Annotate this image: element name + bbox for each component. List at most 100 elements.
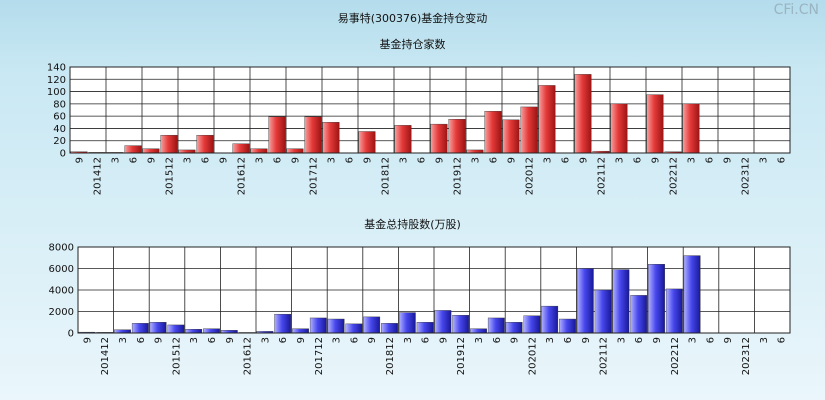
x-tick-label-holdings: 3 <box>471 157 482 163</box>
x-tick-label-holdings: 202012 <box>525 157 536 195</box>
bar-holdings <box>646 94 664 154</box>
bar-holdings <box>322 122 340 154</box>
bar-shares <box>612 269 630 334</box>
x-tick-label-shares: 6 <box>136 337 147 343</box>
bar-shares <box>398 312 416 334</box>
x-tick-label-holdings: 9 <box>651 157 662 163</box>
x-tick-label-shares: 3 <box>189 337 200 343</box>
x-tick-label-holdings: 9 <box>723 157 734 163</box>
x-tick-label-shares: 201912 <box>456 337 467 375</box>
bar-shares <box>470 328 487 334</box>
plot-frame-shares <box>77 246 791 334</box>
bar-shares <box>559 318 576 334</box>
bar-shares <box>594 289 612 334</box>
x-tick-label-shares: 6 <box>278 337 289 343</box>
x-tick-label-shares: 6 <box>705 337 716 343</box>
x-tick-label-shares: 9 <box>652 337 663 343</box>
plot-frame-holdings <box>69 66 791 154</box>
bar-shares <box>576 268 594 334</box>
x-tick-label-holdings: 9 <box>147 157 158 163</box>
x-tick-label-holdings: 9 <box>75 157 86 163</box>
x-tick-label-shares: 201612 <box>243 337 254 375</box>
bar-holdings <box>682 103 700 154</box>
bar-holdings <box>160 134 178 154</box>
x-tick-label-shares: 201712 <box>314 337 325 375</box>
y-tick-label-shares: 8000 <box>49 243 74 254</box>
bar-shares <box>185 329 203 334</box>
x-tick-label-shares: 3 <box>260 337 271 343</box>
x-tick-label-holdings: 6 <box>201 157 212 163</box>
x-tick-label-shares: 9 <box>225 337 236 343</box>
bar-shares <box>167 324 185 334</box>
x-tick-label-holdings: 6 <box>273 157 284 163</box>
bar-shares <box>523 315 541 334</box>
x-tick-label-holdings: 3 <box>615 157 626 163</box>
x-tick-label-shares: 9 <box>510 337 521 343</box>
y-tick-label-holdings: 120 <box>47 75 66 86</box>
x-tick-label-holdings: 6 <box>345 157 356 163</box>
x-tick-label-shares: 3 <box>759 337 770 343</box>
bar-shares <box>345 323 363 334</box>
bar-shares <box>416 322 434 334</box>
bar-shares <box>683 255 701 334</box>
bar-shares <box>363 316 381 334</box>
y-tick-label-shares: 6000 <box>49 264 74 275</box>
bar-holdings <box>358 131 376 154</box>
x-tick-label-shares: 6 <box>492 337 503 343</box>
y-tick-label-holdings: 20 <box>53 136 66 147</box>
bar-shares <box>452 315 470 334</box>
x-tick-label-holdings: 3 <box>111 157 122 163</box>
x-tick-label-holdings: 6 <box>777 157 788 163</box>
x-tick-label-holdings: 3 <box>255 157 266 163</box>
x-tick-label-holdings: 201912 <box>453 157 464 195</box>
bar-shares <box>665 288 683 334</box>
bar-holdings <box>250 148 268 154</box>
x-tick-label-shares: 202012 <box>527 337 538 375</box>
x-tick-label-holdings: 3 <box>687 157 698 163</box>
x-tick-label-shares: 3 <box>545 337 556 343</box>
x-tick-label-shares: 3 <box>118 337 129 343</box>
bar-shares <box>630 295 648 334</box>
bar-holdings <box>232 143 250 154</box>
x-tick-label-shares: 6 <box>207 337 218 343</box>
x-tick-label-shares: 6 <box>634 337 645 343</box>
bar-shares <box>149 322 167 334</box>
y-tick-label-holdings: 40 <box>53 124 66 135</box>
x-tick-label-holdings: 202212 <box>669 157 680 195</box>
bar-shares <box>505 322 523 334</box>
watermark: CFi.CN <box>773 2 819 18</box>
y-tick-label-shares: 2000 <box>49 307 74 318</box>
bar-shares <box>327 318 345 334</box>
bar-shares <box>381 323 398 334</box>
x-tick-label-shares: 3 <box>688 337 699 343</box>
x-tick-label-shares: 3 <box>332 337 343 343</box>
x-tick-label-holdings: 9 <box>435 157 446 163</box>
bar-holdings <box>538 85 556 154</box>
bar-holdings <box>124 145 142 154</box>
bar-shares <box>292 328 309 334</box>
x-tick-label-holdings: 6 <box>489 157 500 163</box>
x-tick-label-holdings: 201412 <box>93 157 104 195</box>
bar-shares <box>541 305 559 334</box>
bar-shares <box>131 323 149 334</box>
x-tick-label-shares: 9 <box>723 337 734 343</box>
x-tick-label-holdings: 3 <box>543 157 554 163</box>
bar-shares <box>203 328 220 334</box>
x-tick-label-holdings: 6 <box>705 157 716 163</box>
x-tick-label-holdings: 201712 <box>309 157 320 195</box>
bar-holdings <box>448 119 466 154</box>
bar-holdings <box>286 148 304 154</box>
x-tick-label-shares: 3 <box>403 337 414 343</box>
x-tick-label-shares: 202312 <box>741 337 752 375</box>
x-tick-label-holdings: 9 <box>363 157 374 163</box>
y-tick-label-holdings: 60 <box>53 112 66 123</box>
x-tick-label-shares: 202112 <box>599 337 610 375</box>
chart1-title: 基金持仓家数 <box>379 38 446 51</box>
bar-holdings <box>196 134 214 154</box>
bar-holdings <box>394 125 412 154</box>
x-tick-label-holdings: 9 <box>579 157 590 163</box>
x-tick-label-holdings: 9 <box>291 157 302 163</box>
y-tick-label-shares: 0 <box>68 329 74 340</box>
